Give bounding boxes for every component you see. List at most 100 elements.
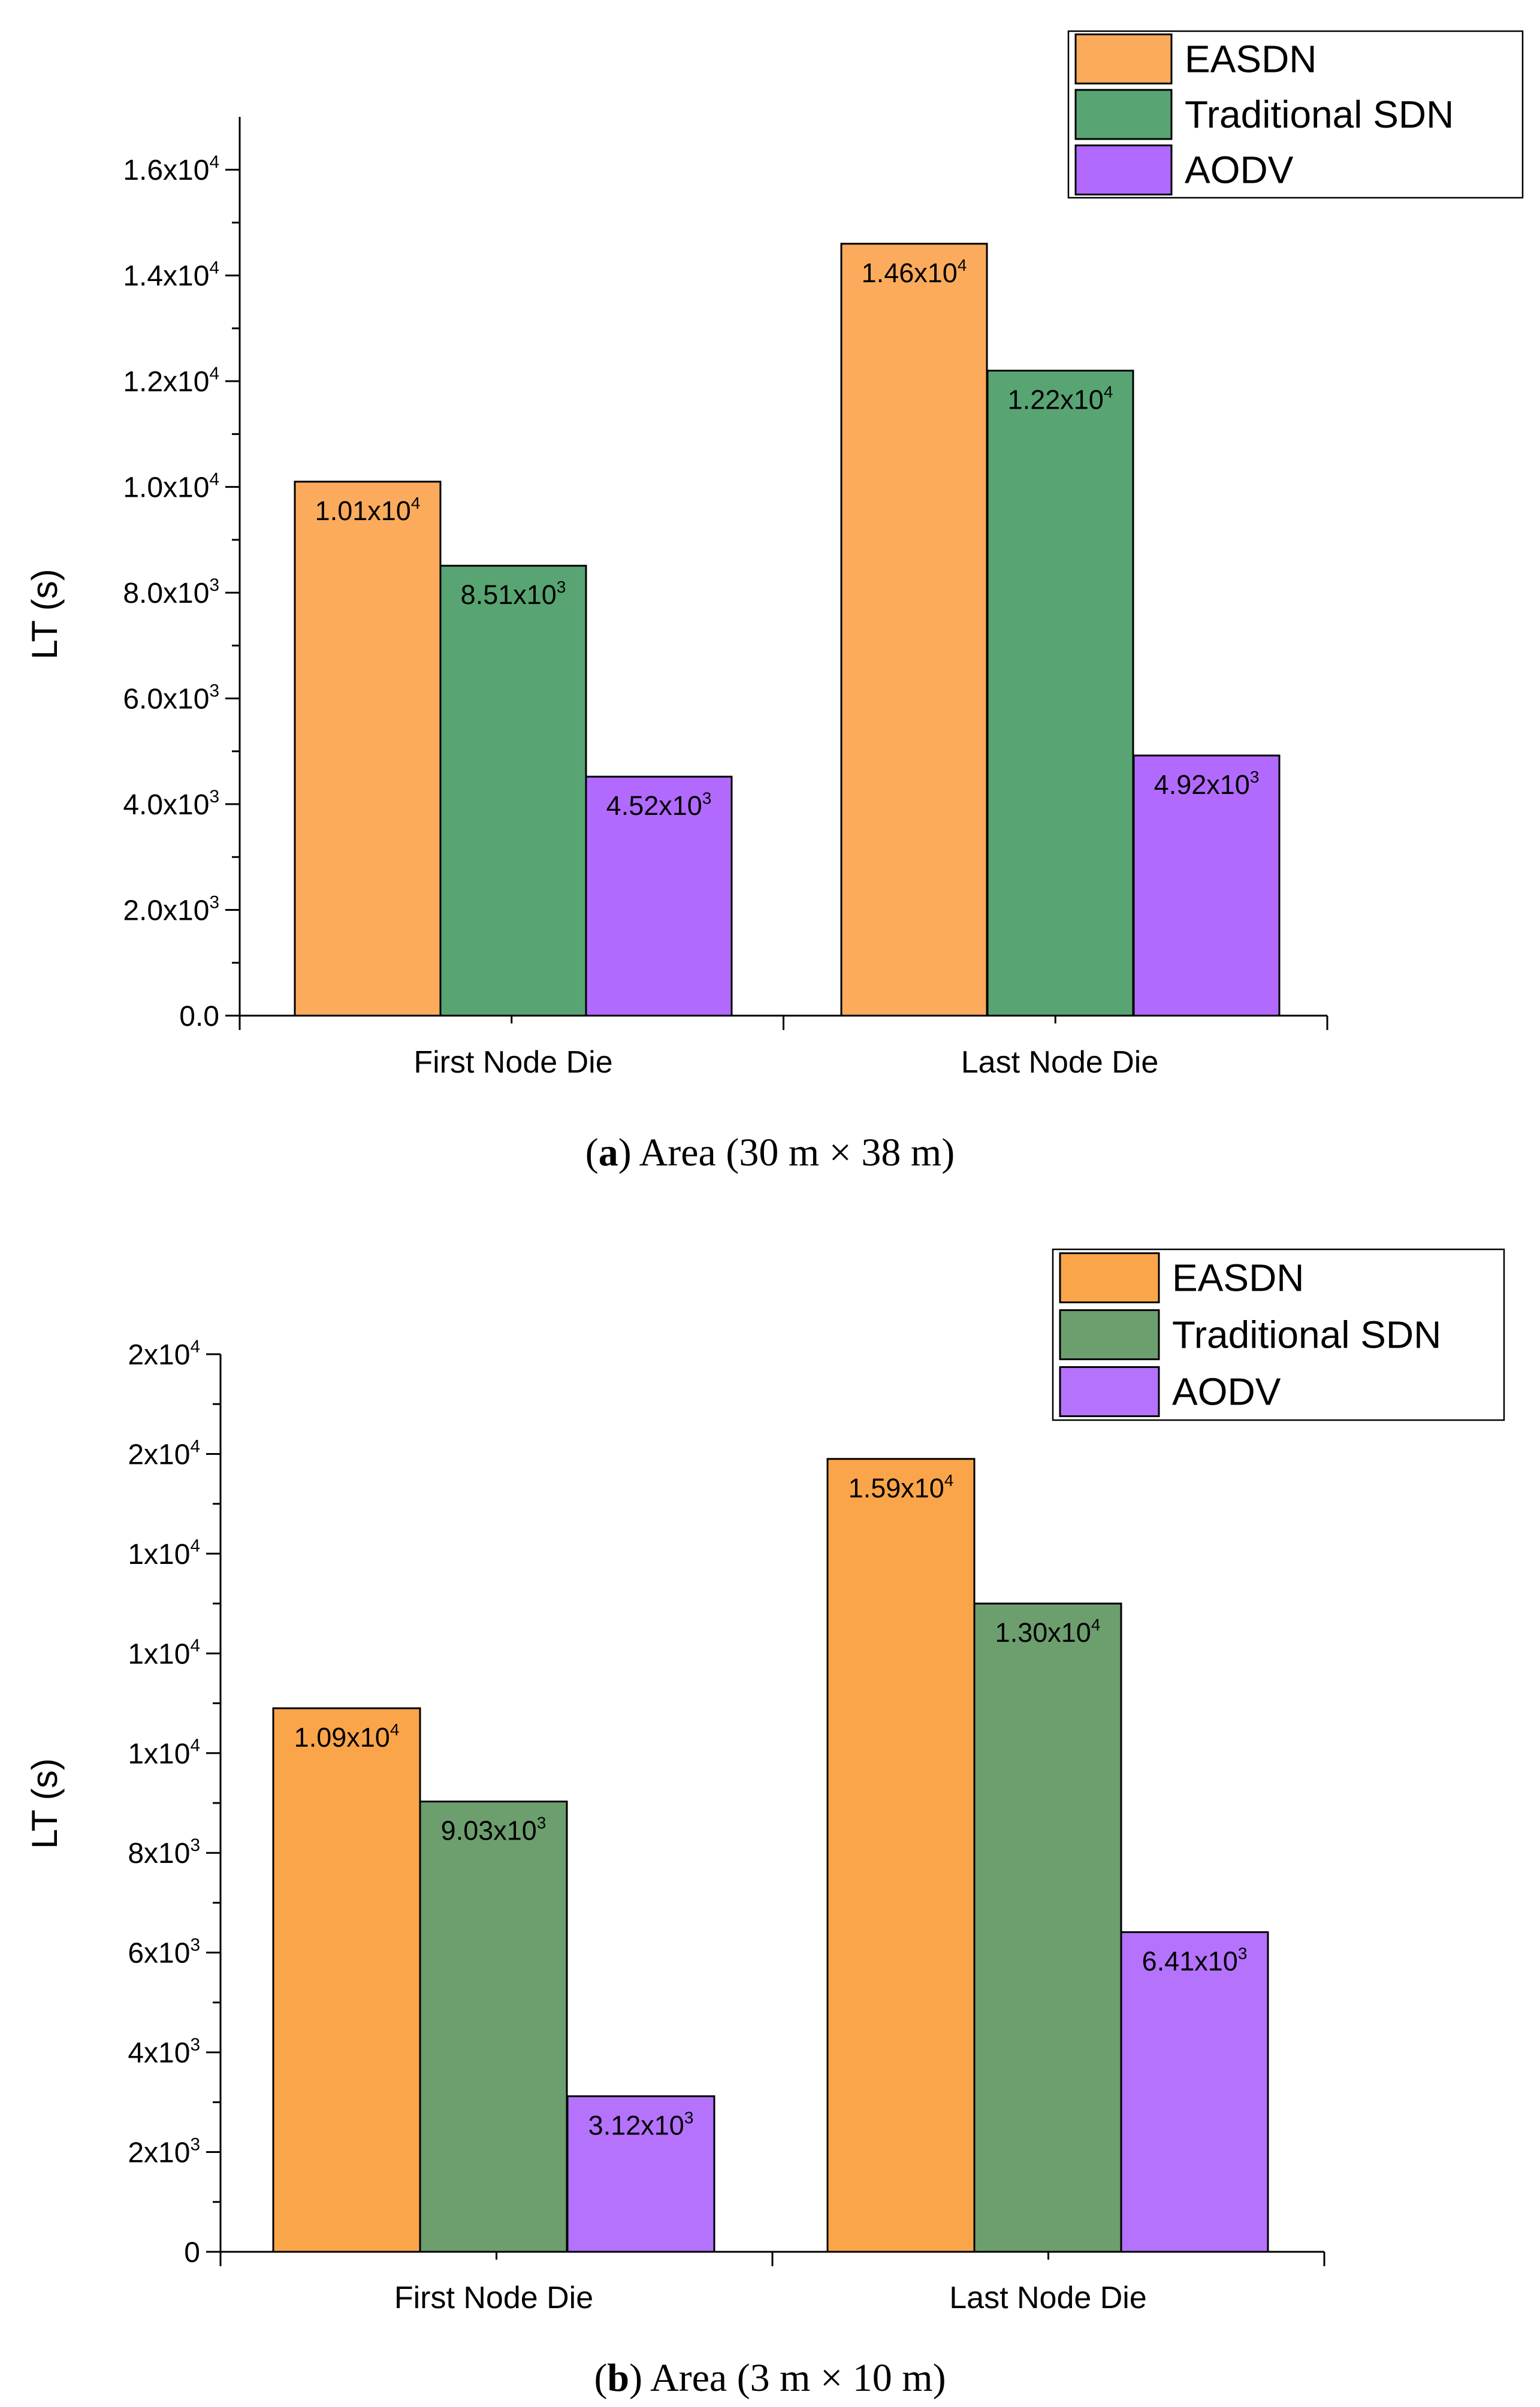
legend-swatch-aodv: [1059, 1366, 1160, 1417]
y-tick-label-exp: 4: [190, 1436, 200, 1456]
y-tick-label-exp: 4: [190, 1636, 200, 1656]
caption-text: ) Area (30 m × 38 m): [618, 1131, 955, 1174]
legend-swatch-easdn: [1059, 1252, 1160, 1303]
data-label-exp: 3: [537, 1814, 546, 1832]
bar-traditional-sdn-last-node-die: [973, 1602, 1122, 2253]
bar-traditional-sdn-last-node-die: [986, 370, 1134, 1017]
y-tick-label-base: 2x10: [128, 1439, 190, 1470]
legend-label: Traditional SDN: [1172, 1313, 1441, 1357]
legend: EASDN Traditional SDN AODV: [1052, 1248, 1505, 1421]
data-label-exp: 4: [944, 1471, 954, 1490]
legend-label: AODV: [1172, 1370, 1281, 1414]
chart-panel-b: 1.09x1041.59x1049.03x1031.30x1043.12x103…: [25, 1248, 1505, 2400]
y-tick-label-exp: 4: [209, 152, 219, 172]
legend: EASDN Traditional SDN AODV: [1067, 30, 1524, 199]
data-label: 1.46x104: [862, 256, 967, 288]
y-tick-label: 1.4x104: [123, 258, 219, 292]
y-tick-label: 2x103: [128, 2134, 200, 2169]
data-label-exp: 4: [411, 494, 421, 512]
data-label-base: 1.30x10: [995, 1617, 1091, 1648]
y-tick-label-exp: 3: [190, 1835, 200, 1855]
y-tick-label: 1x104: [128, 1736, 200, 1770]
x-category-label: First Node Die: [394, 2281, 593, 2315]
data-label: 1.09x104: [294, 1720, 400, 1753]
y-tick-label: 1.2x104: [123, 364, 219, 398]
bar-aodv-last-node-die: [1133, 754, 1281, 1017]
y-tick-label-exp: 4: [209, 364, 219, 383]
y-tick-label: 1.6x104: [123, 152, 219, 186]
legend-swatch-traditional-sdn: [1059, 1309, 1160, 1360]
y-tick-label: 8x103: [128, 1835, 200, 1870]
data-label-base: 1.59x10: [848, 1473, 944, 1503]
figure-caption: (a) Area (30 m × 38 m): [585, 1131, 955, 1174]
legend-swatch-aodv: [1074, 144, 1173, 196]
y-tick-label-base: 8x10: [128, 1838, 190, 1870]
legend-label: Traditional SDN: [1185, 93, 1454, 136]
y-tick-label-base: 2x10: [128, 1339, 190, 1371]
bar-aodv-last-node-die: [1120, 1931, 1269, 2253]
data-label-exp: 3: [702, 789, 712, 807]
bar-easdn-first-node-die: [294, 481, 442, 1017]
figure-caption: (b) Area (3 m × 10 m): [594, 2356, 946, 2400]
x-category-label: Last Node Die: [949, 2281, 1147, 2315]
y-tick-label: 0: [184, 2237, 200, 2269]
bar-easdn-first-node-die: [272, 1707, 421, 2253]
data-label-base: 1.09x10: [294, 1722, 390, 1753]
legend-label: EASDN: [1185, 37, 1317, 80]
y-tick-label-base: 1x10: [128, 1539, 190, 1571]
data-label-exp: 4: [1091, 1615, 1101, 1634]
caption-letter: b: [607, 2356, 629, 2400]
y-tick-label-base: 8.0x10: [123, 578, 209, 609]
chart-panel-a: 1.01x1041.46x1048.51x1031.22x1044.52x103…: [25, 30, 1524, 1174]
y-tick-label-exp: 3: [209, 575, 219, 595]
bar-aodv-first-node-die: [585, 775, 733, 1017]
y-tick-label: 1.0x104: [123, 469, 219, 503]
legend-swatch-easdn: [1074, 33, 1173, 84]
y-tick-label-base: 1x10: [128, 1638, 190, 1670]
y-tick-label-exp: 3: [209, 787, 219, 807]
y-tick-label-base: 1.6x10: [123, 155, 209, 186]
x-category-label: First Node Die: [413, 1045, 612, 1080]
y-tick-label: 2x104: [128, 1436, 200, 1470]
y-tick-label-base: 6.0x10: [123, 684, 209, 715]
y-tick-label: 1x104: [128, 1636, 200, 1670]
data-label: 1.30x104: [995, 1615, 1101, 1648]
y-tick-label: 1x104: [128, 1536, 200, 1571]
data-label: 9.03x103: [441, 1814, 546, 1846]
data-label: 3.12x103: [588, 2108, 694, 2140]
data-label-base: 1.01x10: [315, 496, 411, 526]
bar-traditional-sdn-first-node-die: [419, 1801, 568, 2253]
caption-letter: a: [599, 1131, 618, 1174]
bar-aodv-first-node-die: [566, 2095, 715, 2253]
caption-paren: (: [585, 1131, 599, 1174]
y-tick-label: 4.0x103: [123, 787, 219, 821]
y-tick-label-exp: 4: [209, 258, 219, 278]
y-axis-title: LT (s): [25, 569, 65, 659]
data-label-exp: 3: [684, 2108, 694, 2127]
y-tick-label-exp: 3: [190, 2134, 200, 2154]
data-label-exp: 4: [958, 256, 967, 274]
y-tick-label-exp: 3: [190, 2035, 200, 2055]
y-tick-label-base: 1.4x10: [123, 261, 209, 292]
y-tick-label-exp: 4: [190, 1736, 200, 1756]
y-tick-label-exp: 4: [190, 1536, 200, 1556]
caption-text: ) Area (3 m × 10 m): [629, 2356, 946, 2400]
y-axis-title: LT (s): [25, 1758, 65, 1849]
y-tick-label-exp: 4: [209, 469, 219, 489]
data-label-base: 4.52x10: [606, 790, 702, 821]
y-tick-label-base: 0.0: [179, 1001, 219, 1032]
data-label-base: 1.22x10: [1008, 385, 1104, 415]
y-tick-label: 6x103: [128, 1935, 200, 1970]
data-label: 8.51x103: [461, 578, 566, 610]
y-tick-label-base: 2.0x10: [123, 895, 209, 927]
data-label-exp: 4: [1104, 383, 1113, 401]
y-tick-label: 2.0x103: [123, 892, 219, 926]
y-tick-label-base: 4.0x10: [123, 789, 209, 821]
y-tick-label-base: 2x10: [128, 2137, 190, 2169]
data-label: 1.59x104: [848, 1471, 954, 1503]
y-tick-label-base: 1.2x10: [123, 366, 209, 398]
data-label-base: 1.46x10: [862, 258, 958, 288]
y-tick-label-base: 1.0x10: [123, 472, 209, 504]
data-label-base: 6.41x10: [1142, 1946, 1238, 1977]
